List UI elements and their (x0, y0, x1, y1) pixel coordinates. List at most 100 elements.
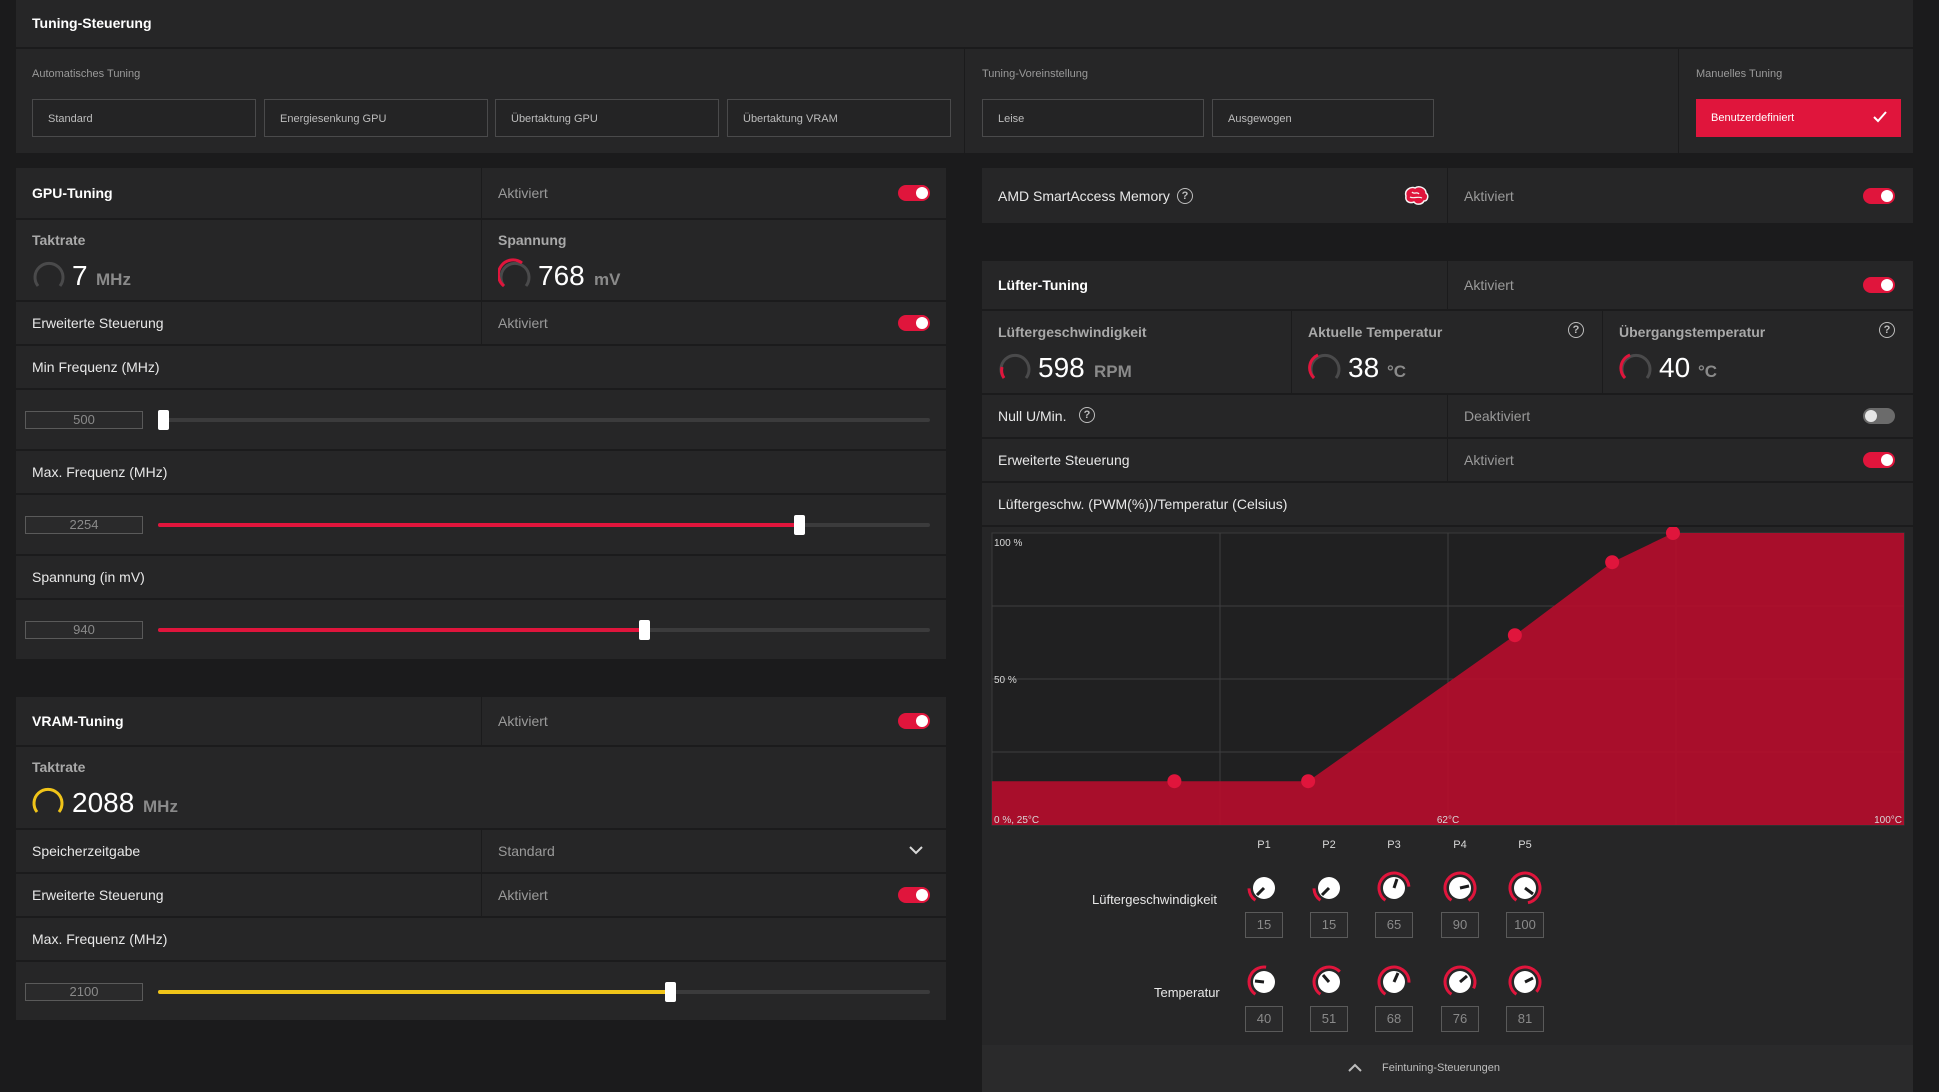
point-label-p1: P1 (1257, 839, 1271, 851)
preset-leise-button[interactable]: Leise (982, 99, 1204, 137)
speed-value-p3[interactable]: 65 (1375, 912, 1413, 938)
fan-speed-unit: RPM (1094, 362, 1132, 381)
gpu-voltage-slider-label: Spannung (in mV) (32, 569, 145, 585)
preset-uebertaktung-vram-button[interactable]: Übertaktung VRAM (727, 99, 951, 137)
sam-toggle[interactable] (1863, 188, 1895, 204)
gpu-advanced-toggle[interactable] (898, 315, 930, 331)
speed-knob-p3[interactable] (1376, 870, 1412, 906)
vram-max-freq-thumb[interactable] (665, 982, 676, 1002)
speed-knob-p2[interactable] (1311, 870, 1347, 906)
gpu-voltage-value: 768 (538, 260, 585, 291)
memory-timing-select[interactable]: Standard (498, 843, 555, 859)
preset-uebertaktung-gpu-button[interactable]: Übertaktung GPU (495, 99, 719, 137)
preset-standard-button[interactable]: Standard (32, 99, 256, 137)
curve-point-p1[interactable] (1167, 774, 1182, 789)
vram-clock-gauge-icon (32, 787, 64, 813)
vram-max-freq-fill (158, 990, 671, 994)
temp-value-p5[interactable]: 81 (1506, 1006, 1544, 1032)
temp-value-p4[interactable]: 76 (1441, 1006, 1479, 1032)
x-tick-label-start: 0 %, 25°C (994, 815, 1039, 826)
vram-advanced-label: Erweiterte Steuerung (32, 887, 164, 903)
custom-preset-button[interactable]: Benutzerdefiniert (1696, 99, 1901, 137)
fan-speed-row-label: Lüftergeschwindigkeit (1092, 892, 1218, 907)
vram-advanced-state: Aktiviert (498, 887, 548, 903)
speed-value-p5[interactable]: 100 (1506, 912, 1544, 938)
fan-advanced-toggle[interactable] (1863, 452, 1895, 468)
current-temp-unit: °C (1387, 362, 1407, 381)
fan-tuning-title: Lüfter-Tuning (998, 277, 1088, 293)
vram-tuning-panel: VRAM-Tuning Aktiviert Taktrate 2088 MHz … (16, 697, 946, 1021)
temp-knob-p4[interactable] (1442, 964, 1478, 1000)
fine-tuning-toggle-bar[interactable]: Feintuning-Steuerungen (982, 1045, 1913, 1092)
gpu-tuning-title: GPU-Tuning (32, 185, 113, 201)
vram-advanced-toggle[interactable] (898, 887, 930, 903)
gpu-max-freq-thumb[interactable] (794, 515, 805, 535)
curve-point-p3[interactable] (1507, 628, 1522, 643)
vram-max-freq-input[interactable]: 2100 (25, 983, 143, 1001)
header-bar: Tuning-Steuerung (16, 0, 1913, 47)
sam-title: AMD SmartAccess Memory (998, 188, 1170, 204)
zero-rpm-help-icon[interactable]: ? (1079, 407, 1095, 423)
gpu-tuning-panel: GPU-Tuning Aktiviert Taktrate 7 MHz Span… (16, 168, 946, 660)
junction-temp-gauge-icon (1619, 353, 1652, 380)
fan-tuning-state: Aktiviert (1464, 277, 1514, 293)
speed-value-p2[interactable]: 15 (1310, 912, 1348, 938)
speed-value-p4[interactable]: 90 (1441, 912, 1479, 938)
gpu-min-freq-thumb[interactable] (158, 410, 169, 430)
gpu-advanced-label: Erweiterte Steuerung (32, 315, 164, 331)
gpu-voltage-fill (158, 628, 645, 632)
vram-clock-value: 2088 (72, 787, 135, 818)
gpu-max-freq-input[interactable]: 2254 (25, 516, 143, 534)
point-label-p3: P3 (1387, 839, 1401, 851)
vram-tuning-toggle[interactable] (898, 713, 930, 729)
gpu-min-freq-input[interactable]: 500 (25, 411, 143, 429)
speed-knob-p5[interactable] (1507, 870, 1543, 906)
gpu-min-freq-track[interactable] (158, 418, 930, 422)
temp-value-p3[interactable]: 68 (1375, 1006, 1413, 1032)
zero-rpm-state: Deaktiviert (1464, 408, 1531, 424)
sam-help-icon[interactable]: ? (1177, 188, 1193, 204)
zero-rpm-toggle[interactable] (1863, 408, 1895, 424)
point-label-p4: P4 (1453, 839, 1467, 851)
temp-knob-p5[interactable] (1507, 964, 1543, 1000)
fan-curve-chart[interactable]: 100 % 50 % 0 %, 25°C 62°C 100°C (990, 527, 1906, 827)
current-temp-help-icon[interactable]: ? (1568, 322, 1584, 338)
chevron-down-icon[interactable] (909, 846, 923, 855)
temp-knob-p1[interactable] (1246, 964, 1282, 1000)
curve-point-p5[interactable] (1665, 527, 1680, 540)
preset-ausgewogen-button[interactable]: Ausgewogen (1212, 99, 1434, 137)
speed-knob-p4[interactable] (1442, 870, 1478, 906)
speed-value-p1[interactable]: 15 (1245, 912, 1283, 938)
sam-state: Aktiviert (1464, 188, 1514, 204)
point-label-p2: P2 (1322, 839, 1336, 851)
check-icon (1873, 111, 1887, 123)
junction-temp-help-icon[interactable]: ? (1879, 322, 1895, 338)
temp-knob-p2[interactable] (1311, 964, 1347, 1000)
curve-point-p2[interactable] (1301, 774, 1316, 789)
gpu-max-freq-label: Max. Frequenz (MHz) (32, 464, 168, 480)
fan-curve-area: 100 % 50 % 0 %, 25°C 62°C 100°C P1 P2 P3 P4 … (982, 527, 1913, 1092)
y-tick-label-100: 100 % (994, 538, 1022, 549)
y-tick-label-50: 50 % (994, 675, 1017, 686)
junction-temp-label: Übergangstemperatur (1619, 324, 1766, 340)
zero-rpm-label: Null U/Min. (998, 408, 1067, 424)
gpu-tuning-toggle[interactable] (898, 185, 930, 201)
vram-clock-label: Taktrate (32, 759, 86, 775)
temp-knob-p3[interactable] (1376, 964, 1412, 1000)
sam-panel: AMD SmartAccess Memory ? Aktiviert (982, 168, 1913, 224)
junction-temp-unit: °C (1698, 362, 1718, 381)
point-label-p5: P5 (1518, 839, 1532, 851)
fan-advanced-state: Aktiviert (1464, 452, 1514, 468)
current-temp-gauge-icon (1308, 353, 1341, 380)
speed-knob-p1[interactable] (1246, 870, 1282, 906)
gpu-voltage-input[interactable]: 940 (25, 621, 143, 639)
fan-tuning-toggle[interactable] (1863, 277, 1895, 293)
x-tick-label-mid: 62°C (1437, 815, 1459, 826)
temp-value-p1[interactable]: 40 (1245, 1006, 1283, 1032)
gpu-voltage-gauge-icon (498, 258, 531, 288)
gpu-voltage-thumb[interactable] (639, 620, 650, 640)
temp-value-p2[interactable]: 51 (1310, 1006, 1348, 1032)
curve-point-p4[interactable] (1605, 555, 1620, 570)
gpu-clock-label: Taktrate (32, 232, 86, 248)
preset-energiesenkung-button[interactable]: Energiesenkung GPU (264, 99, 488, 137)
